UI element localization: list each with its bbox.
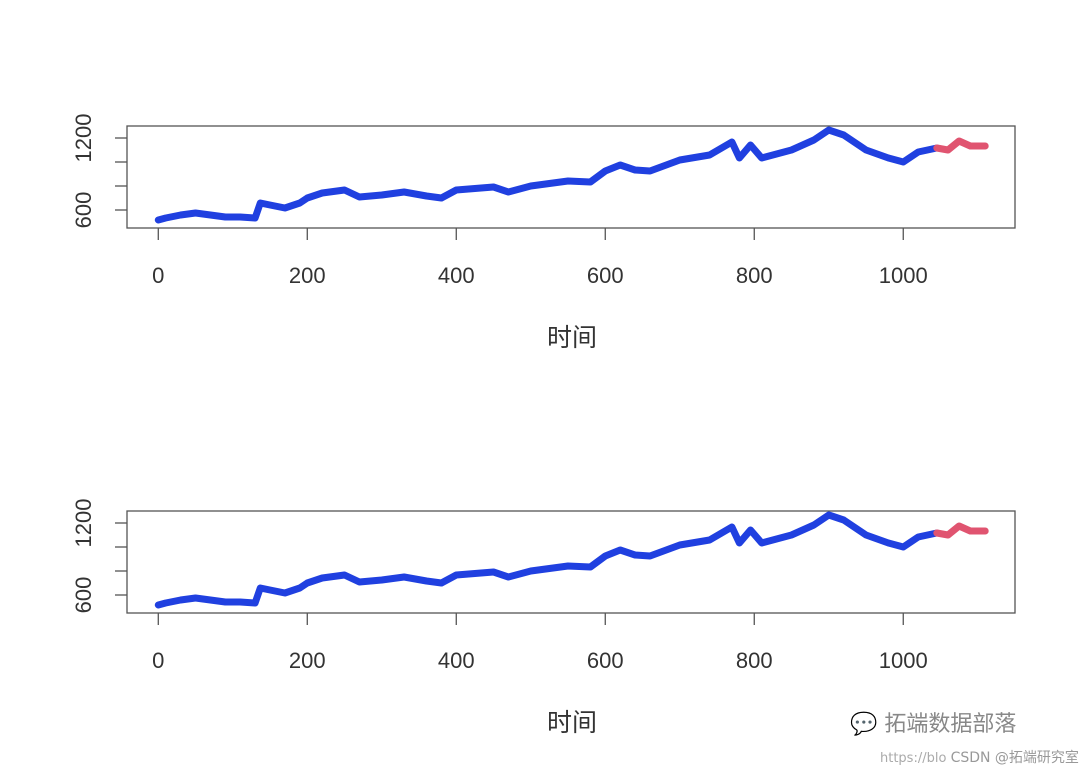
y-tick-label: 600 xyxy=(71,577,96,614)
series-line-2 xyxy=(933,137,989,154)
x-tick-label: 200 xyxy=(289,648,326,673)
x-tick-label: 800 xyxy=(736,648,773,673)
plot-frame xyxy=(126,125,1016,229)
watermark-csdn: https://blo CSDN @拓端研究室 xyxy=(880,747,1079,767)
series-line-1 xyxy=(154,126,941,224)
watermark-url: https://blo xyxy=(880,751,947,766)
panel-1: 0 200 400 600 800 1000 600 1200 时间 xyxy=(71,114,1016,352)
x-tick-label: 0 xyxy=(152,648,164,673)
y-tick-label: 1200 xyxy=(71,114,96,163)
x-tick-label: 400 xyxy=(438,648,475,673)
x-tick-label: 1000 xyxy=(879,648,928,673)
watermark-brand-text: 拓端数据部落 xyxy=(884,712,1017,737)
x-axis-label: 时间 xyxy=(547,708,597,737)
y-tick-label: 1200 xyxy=(71,499,96,548)
panel-2: 0 200 400 600 800 1000 600 1200 时间 xyxy=(71,499,1016,737)
watermark-csdn-text: CSDN @拓端研究室 xyxy=(950,750,1079,766)
x-tick-label: 0 xyxy=(152,263,164,288)
x-tick-label: 600 xyxy=(587,263,624,288)
x-tick-label: 600 xyxy=(587,648,624,673)
x-tick-label: 800 xyxy=(736,263,773,288)
watermark-brand: 💬 拓端数据部落 xyxy=(850,706,1016,738)
series-line-2 xyxy=(933,522,989,539)
plot-frame xyxy=(126,510,1016,614)
x-tick-label: 1000 xyxy=(879,263,928,288)
x-tick-label: 400 xyxy=(438,263,475,288)
wechat-icon: 💬 xyxy=(850,712,878,737)
x-axis-label: 时间 xyxy=(547,323,597,352)
y-tick-label: 600 xyxy=(71,192,96,229)
series-line-1 xyxy=(154,511,941,609)
x-tick-label: 200 xyxy=(289,263,326,288)
